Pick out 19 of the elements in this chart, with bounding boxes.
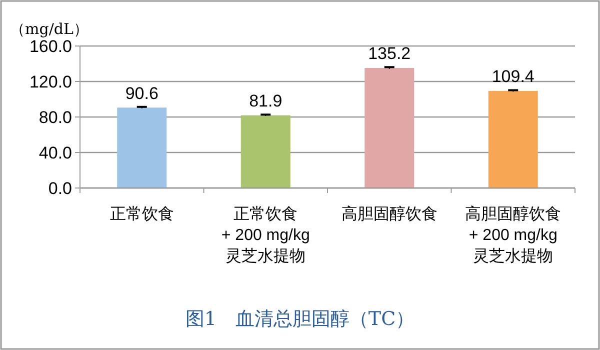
bar xyxy=(117,108,167,188)
x-tick-label: 高胆固醇饮食 xyxy=(341,205,438,223)
data-label: 109.4 xyxy=(492,67,534,86)
data-label: 81.9 xyxy=(249,92,282,111)
y-tick-label: 120.0 xyxy=(29,72,72,92)
text: 图1 血清总胆固醇（TC） xyxy=(185,308,415,330)
data-label: 135.2 xyxy=(368,44,411,64)
bar xyxy=(488,90,538,188)
y-axis-title: （mg/dL） xyxy=(10,20,88,38)
data-label: 90.6 xyxy=(125,84,158,103)
y-tick-label: 80.0 xyxy=(38,108,72,127)
y-tick-label: 40.0 xyxy=(38,143,72,162)
x-tick-label: 高胆固醇饮食 + 200 mg/kg 灵芝水提物 xyxy=(465,205,562,265)
bar xyxy=(240,115,290,188)
y-tick-label: 0.0 xyxy=(48,178,72,198)
y-tick-label: 160.0 xyxy=(29,36,72,56)
x-tick-label: 正常饮食 + 200 mg/kg 灵芝水提物 xyxy=(221,205,310,265)
x-tick-label: 正常饮食 xyxy=(110,205,174,223)
bar xyxy=(364,68,414,188)
